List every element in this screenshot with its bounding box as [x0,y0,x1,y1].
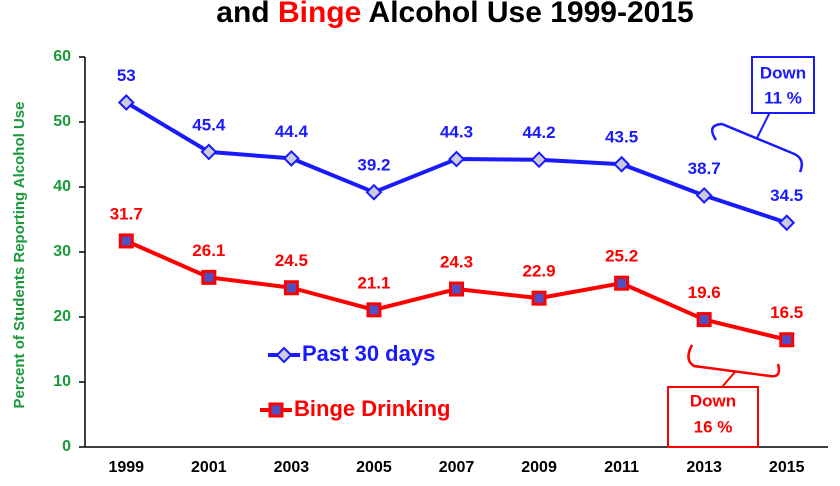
title-part: Alcohol Use 1999-2015 [369,0,694,29]
data-label: 44.3 [440,123,473,142]
legend-marker [268,402,284,418]
y-tick-label: 50 [53,113,71,130]
x-tick-label: 2015 [769,459,805,476]
data-label: 34.5 [770,186,803,205]
data-label: 45.4 [192,115,226,134]
marker [778,214,796,232]
title-part: and [216,0,269,29]
x-tick-label: 2009 [521,459,557,476]
marker [779,332,795,348]
x-tick-label: 2001 [191,459,227,476]
x-tick-label: 2013 [686,459,722,476]
data-label: 44.2 [523,123,556,142]
marker [613,155,631,173]
x-tick-label: 2003 [274,459,310,476]
marker [614,275,630,291]
marker [365,183,383,201]
annotation-box [751,56,815,114]
marker [696,312,712,328]
y-tick-label: 20 [53,308,71,325]
y-tick-label: 0 [62,438,71,455]
x-tick-label: 2007 [439,459,475,476]
data-label: 38.7 [688,159,721,178]
x-tick-label: 1999 [108,459,144,476]
bracket [687,344,781,378]
connector [756,111,771,139]
bracket [710,122,803,173]
marker [282,149,300,167]
marker [200,143,218,161]
data-label: 24.5 [275,251,308,270]
data-label: 16.5 [770,303,803,322]
data-label: 21.1 [357,273,390,292]
data-label: 44.4 [275,122,309,141]
legend-label: Past 30 days [302,341,435,366]
annotation-text: 16 % [694,417,733,436]
annotation-text: 11 % [764,88,802,107]
chart-title: and Binge Alcohol Use 1999-2015 [216,0,693,29]
annotation-box [667,386,759,448]
marker [448,150,465,168]
annotation-text: Down [690,391,736,410]
marker [695,187,713,204]
y-axis-label: Percent of Students Reporting Alcohol Us… [11,102,28,409]
x-tick-label: 2011 [604,459,639,476]
legend-marker [275,346,293,364]
annotation-text: Down [760,63,806,82]
data-label: 43.5 [605,128,638,147]
marker [201,269,217,285]
marker [283,280,299,296]
marker [117,94,135,111]
data-label: 19.6 [688,283,721,302]
data-label: 31.7 [110,204,143,223]
data-label: 25.2 [605,247,638,266]
y-tick-label: 30 [53,243,71,260]
y-tick-label: 60 [53,48,71,65]
y-tick-label: 10 [53,373,71,390]
legend-label: Binge Drinking [294,396,450,421]
marker [449,281,464,297]
data-label: 24.3 [440,253,473,272]
marker [531,290,547,306]
title-part: Binge [278,0,361,29]
data-label: 26.1 [192,241,225,260]
y-tick-label: 40 [53,178,71,195]
connector [721,371,736,388]
marker [530,151,548,169]
marker [118,233,134,249]
data-label: 39.2 [357,156,390,175]
data-label: 22.9 [523,262,556,281]
data-label: 53 [117,66,136,85]
marker [366,302,382,318]
x-tick-label: 2005 [356,459,392,476]
